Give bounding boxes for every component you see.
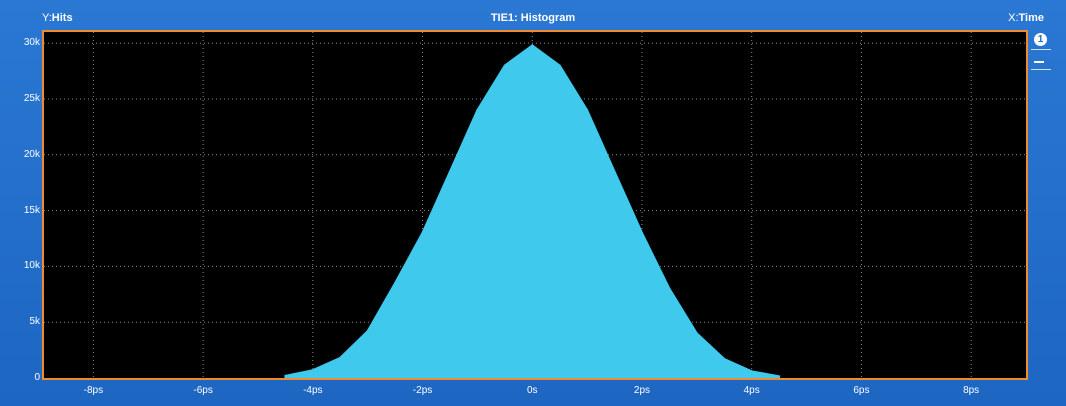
x-axis-label: X:Time: [1008, 12, 1044, 24]
y-tick-label: 15k: [23, 204, 40, 216]
histogram-point: [339, 356, 342, 359]
x-tick-label: 2ps: [633, 385, 651, 396]
x-tick-label: 4ps: [743, 385, 760, 396]
histogram-point: [695, 332, 698, 335]
x-tick-label: -6ps: [193, 385, 213, 396]
x-tick-label: 6ps: [853, 385, 870, 396]
divider: [1031, 69, 1051, 70]
histogram-point: [668, 287, 671, 290]
histogram-point: [586, 109, 589, 112]
channel-badge-icon[interactable]: 1: [1034, 33, 1047, 46]
histogram-point: [284, 374, 287, 377]
histogram-plot-area[interactable]: [42, 30, 1028, 380]
histogram-point: [449, 170, 451, 173]
histogram-point: [394, 282, 397, 285]
histogram-point: [641, 231, 643, 234]
x-tick-label: 8ps: [963, 385, 980, 396]
histogram-point: [778, 375, 781, 378]
histogram-point: [503, 64, 506, 67]
side-controls: 1: [1031, 31, 1051, 71]
minus-icon[interactable]: [1034, 61, 1044, 63]
divider: [1031, 49, 1051, 50]
y-tick-label: 25k: [23, 92, 40, 104]
histogram-point: [613, 170, 616, 173]
histogram-point: [421, 231, 424, 234]
plot-title: TIE1: Histogram: [490, 12, 576, 24]
y-tick-label: 20k: [23, 148, 40, 160]
x-tick-label: -2ps: [412, 385, 433, 396]
x-tick-label: -4ps: [303, 385, 323, 396]
histogram-point: [311, 369, 314, 372]
histogram-area: [284, 44, 781, 378]
histogram-point: [531, 44, 534, 47]
y-tick-label: 5k: [29, 316, 40, 328]
y-tick-label: 30k: [23, 37, 40, 49]
x-tick-label: -8ps: [83, 385, 104, 396]
y-axis-label: Y:Hits: [42, 12, 73, 24]
histogram-point: [476, 109, 479, 112]
histogram-chart: [44, 32, 1026, 378]
histogram-point: [366, 330, 369, 333]
histogram-point: [558, 64, 561, 67]
histogram-point: [750, 370, 753, 373]
histogram-point: [723, 358, 726, 360]
x-tick-label: 0s: [526, 385, 538, 396]
plot-header: Y:Hits TIE1: Histogram X:Time: [0, 0, 1066, 30]
y-tick-label: 10k: [23, 260, 40, 272]
y-tick-label: 0: [34, 372, 40, 383]
